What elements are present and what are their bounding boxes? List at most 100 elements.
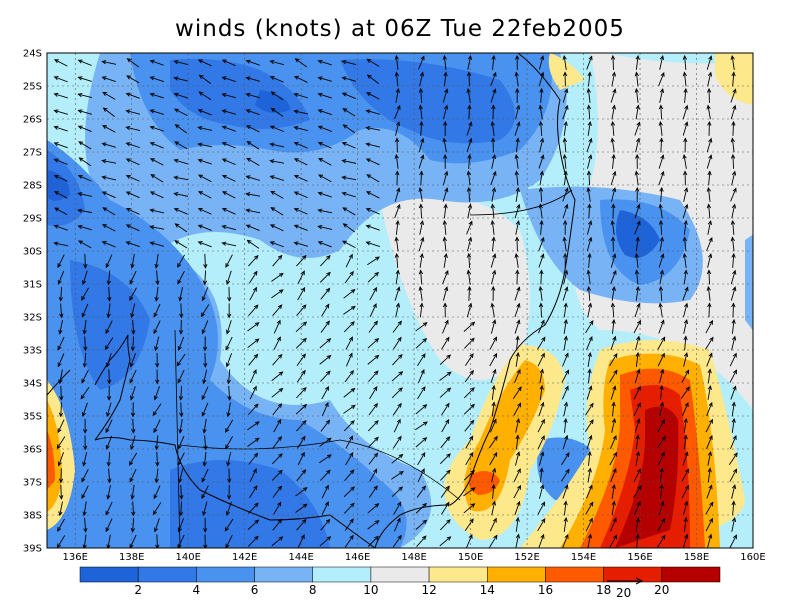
wind-arrow: [222, 242, 237, 247]
wind-arrow: [78, 76, 92, 82]
wind-arrow-head: [53, 92, 59, 97]
wind-arrow-head: [270, 190, 276, 195]
wind-arrow: [174, 176, 189, 181]
wind-arrow: [656, 436, 666, 449]
wind-arrow: [270, 224, 284, 232]
wind-arrow: [60, 286, 63, 301]
wind-arrow: [177, 254, 185, 268]
wind-arrow-head: [636, 121, 641, 127]
wind-arrow: [514, 501, 520, 516]
wind-arrow-head: [445, 336, 450, 342]
wind-arrow: [492, 55, 495, 70]
wind-arrow: [708, 303, 710, 318]
wind-arrow: [563, 517, 567, 532]
wind-arrow: [176, 353, 186, 366]
wind-arrow-head: [660, 154, 665, 160]
wind-arrow: [84, 517, 87, 532]
wind-arrow: [59, 319, 63, 334]
wind-arrow-head: [444, 170, 449, 176]
wind-arrow-head: [491, 269, 497, 275]
wind-arrow: [588, 204, 590, 219]
wind-arrow-head: [106, 544, 111, 548]
wind-arrow: [271, 470, 283, 481]
wind-arrow: [59, 501, 63, 516]
wind-arrow: [564, 138, 567, 153]
wind-arrow: [318, 241, 332, 248]
wind-arrow: [344, 518, 354, 531]
wind-arrow-head: [394, 71, 399, 77]
wind-arrow: [175, 124, 188, 134]
wind-arrow-head: [245, 92, 251, 97]
wind-arrow: [247, 322, 260, 332]
wind-arrow-head: [588, 434, 593, 440]
wind-arrow-head: [197, 142, 203, 147]
wind-arrow: [706, 56, 712, 70]
wind-arrow-head: [155, 379, 160, 385]
wind-arrow-head: [104, 345, 109, 351]
wind-arrow: [342, 207, 356, 216]
wind-arrow-head: [422, 437, 428, 442]
wind-arrow-head: [661, 517, 666, 523]
wind-arrow-head: [468, 302, 473, 308]
wind-arrow-head: [421, 386, 426, 391]
wind-arrow: [174, 93, 188, 99]
wind-arrow: [440, 485, 450, 498]
wind-arrow: [321, 501, 329, 515]
wind-arrow-head: [153, 494, 158, 500]
wind-arrow-head: [418, 87, 424, 93]
wind-arrow-head: [221, 174, 227, 179]
wind-arrow: [225, 534, 233, 548]
wind-arrow: [731, 336, 736, 351]
wind-arrow: [708, 204, 711, 219]
wind-arrow: [610, 89, 616, 103]
wind-arrow-head: [101, 159, 107, 164]
wind-arrow: [78, 225, 92, 231]
wind-arrow-head: [155, 280, 160, 286]
wind-arrow: [155, 468, 159, 483]
wind-arrow: [515, 534, 520, 548]
wind-arrow-head: [562, 54, 567, 60]
wind-arrow: [635, 72, 639, 87]
wind-arrow: [418, 155, 424, 169]
wind-arrow: [222, 191, 236, 199]
wind-arrow: [443, 237, 447, 252]
wind-arrow: [102, 224, 116, 232]
wind-arrow-head: [563, 335, 568, 341]
wind-arrow: [634, 419, 640, 433]
wind-arrow: [465, 436, 474, 449]
wind-arrow-head: [317, 109, 323, 114]
wind-arrow: [155, 435, 159, 450]
wind-arrow: [78, 240, 92, 249]
wind-arrow: [439, 453, 451, 465]
wind-arrow: [222, 208, 236, 215]
wind-arrow: [730, 270, 736, 285]
wind-arrow: [368, 453, 378, 465]
wind-arrow-head: [587, 467, 592, 473]
wind-arrow-head: [396, 104, 401, 110]
wind-arrow: [153, 320, 161, 334]
wind-arrow-head: [731, 318, 736, 324]
wind-arrow: [131, 253, 135, 268]
wind-arrow-head: [730, 54, 735, 60]
wind-arrow: [175, 223, 188, 233]
wind-arrow-head: [153, 428, 158, 434]
wind-arrow-head: [102, 91, 108, 96]
wind-arrow-head: [221, 142, 227, 147]
wind-arrow: [345, 353, 353, 367]
wind-arrow-head: [54, 207, 59, 212]
wind-arrow-head: [730, 153, 736, 159]
wind-arrow: [635, 88, 639, 103]
wind-arrow-head: [683, 417, 688, 423]
wind-arrow-head: [466, 170, 471, 176]
wind-arrow: [228, 369, 231, 384]
wind-arrow: [682, 402, 689, 417]
wind-arrow: [202, 320, 209, 334]
wind-arrow: [439, 354, 451, 366]
wind-arrow-head: [53, 125, 59, 130]
wind-arrow-head: [269, 125, 275, 130]
wind-arrow: [203, 451, 207, 466]
wind-arrow: [272, 519, 282, 531]
wind-arrow: [344, 370, 354, 383]
wind-arrow: [395, 303, 400, 318]
wind-arrow: [439, 536, 451, 547]
